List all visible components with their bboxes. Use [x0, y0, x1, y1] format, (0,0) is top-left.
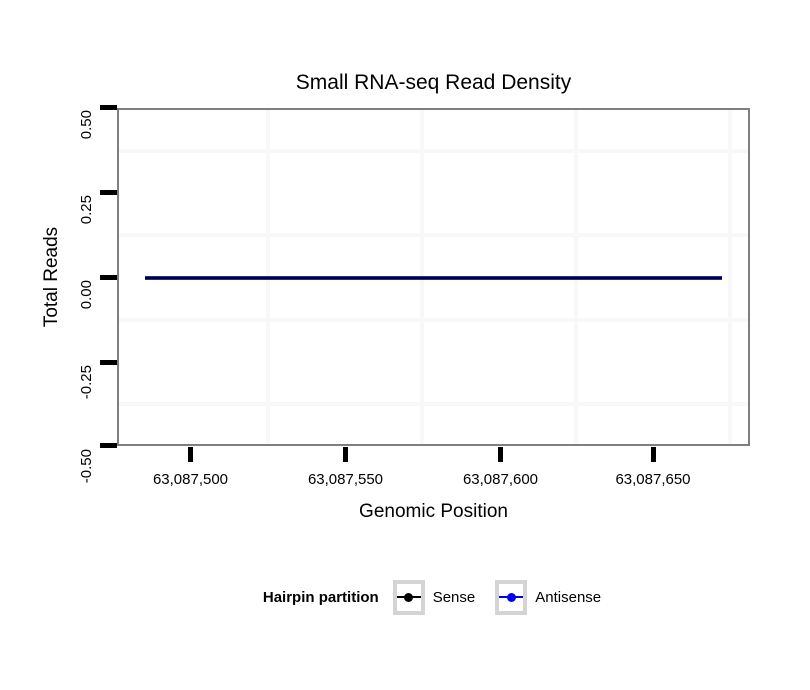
legend-title: Hairpin partition — [262, 588, 379, 606]
y-tick-label: 0.25 — [78, 195, 95, 225]
y-tick — [100, 275, 117, 280]
x-tick — [650, 447, 656, 462]
gridline-minor-horizontal — [119, 148, 748, 153]
x-tick-label: 63,087,650 — [615, 471, 691, 488]
gridline-minor-vertical — [728, 110, 732, 444]
gridline-minor-horizontal — [119, 402, 748, 407]
x-tick — [343, 447, 348, 462]
plot-title: Small RNA-seq Read Density — [295, 71, 572, 94]
y-tick-label: -0.25 — [78, 365, 95, 400]
sense-line — [145, 276, 722, 279]
x-tick-label: 63,087,600 — [462, 471, 539, 488]
y-axis-title: Total Reads — [41, 226, 62, 328]
y-tick-label: 0.50 — [78, 110, 95, 140]
plot-panel — [117, 108, 750, 446]
legend-key-antisense — [495, 579, 528, 615]
legend-label-sense: Sense — [432, 588, 476, 606]
x-axis-title: Genomic Position — [359, 501, 508, 522]
x-tick — [498, 447, 503, 462]
x-tick-label: 63,087,500 — [152, 471, 229, 488]
legend-key-sense — [392, 579, 425, 615]
sense-point-swatch-icon — [404, 592, 414, 602]
x-tick — [188, 447, 193, 462]
legend-entry-antisense: Antisense — [495, 579, 602, 615]
y-tick — [100, 105, 117, 110]
y-tick — [100, 443, 117, 448]
y-tick-label: -0.50 — [78, 449, 95, 484]
y-tick — [100, 190, 117, 195]
legend: Hairpin partition Sense Antisense — [27, 578, 810, 616]
y-tick-label: 0.00 — [78, 280, 95, 310]
gridline-minor-horizontal — [119, 317, 748, 322]
gridline-minor-horizontal — [119, 233, 748, 238]
legend-label-antisense: Antisense — [535, 588, 602, 606]
antisense-point-swatch-icon — [506, 592, 516, 602]
legend-entry-sense: Sense — [392, 579, 476, 615]
x-tick-label: 63,087,550 — [307, 471, 384, 488]
y-tick — [100, 360, 117, 365]
